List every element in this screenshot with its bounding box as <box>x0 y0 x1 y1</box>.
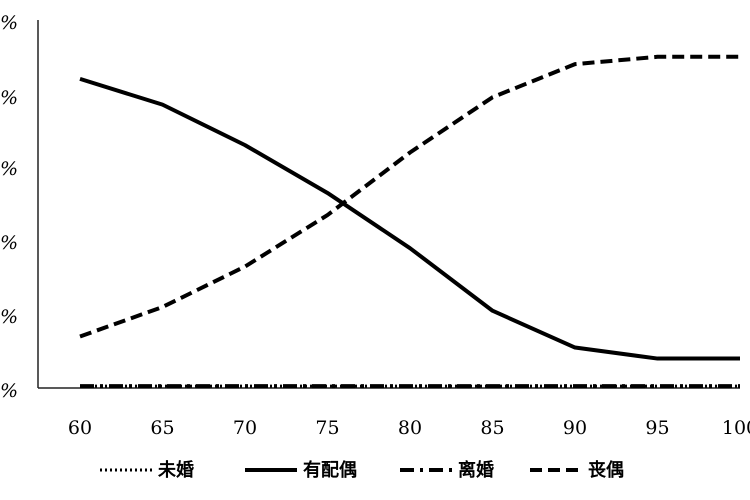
x-tick-label: 80 <box>398 417 422 439</box>
x-tick-label: 75 <box>315 417 339 439</box>
x-tick-label: 90 <box>563 417 587 439</box>
x-tick-label: 65 <box>150 417 174 439</box>
series-line-1 <box>79 76 740 361</box>
y-tick-label: % <box>0 380 18 402</box>
legend-label: 丧偶 <box>588 459 624 481</box>
x-tick-label: 85 <box>480 417 504 439</box>
x-tick-label: 70 <box>233 417 257 439</box>
x-tick-label: 100 <box>722 417 750 439</box>
legend: 未婚 有配偶 离婚 丧偶 <box>100 459 624 481</box>
x-tick-label: 95 <box>645 417 669 439</box>
legend-label: 未婚 <box>158 459 194 481</box>
series-lines <box>79 54 741 389</box>
x-tick-label: 60 <box>68 417 92 439</box>
axes <box>37 20 740 389</box>
y-tick-label: % <box>0 87 18 109</box>
legend-label: 有配偶 <box>303 459 357 481</box>
series-line-3 <box>79 54 740 339</box>
legend-label: 离婚 <box>458 459 494 481</box>
x-tick-labels: 60 65 70 75 80 85 90 95 100 <box>68 417 750 439</box>
y-tick-label: % <box>0 232 18 254</box>
y-tick-label: % <box>0 306 18 328</box>
y-tick-label: % <box>0 12 18 34</box>
y-tick-label: % <box>0 158 18 180</box>
y-tick-labels: %%%%%% <box>0 12 18 402</box>
